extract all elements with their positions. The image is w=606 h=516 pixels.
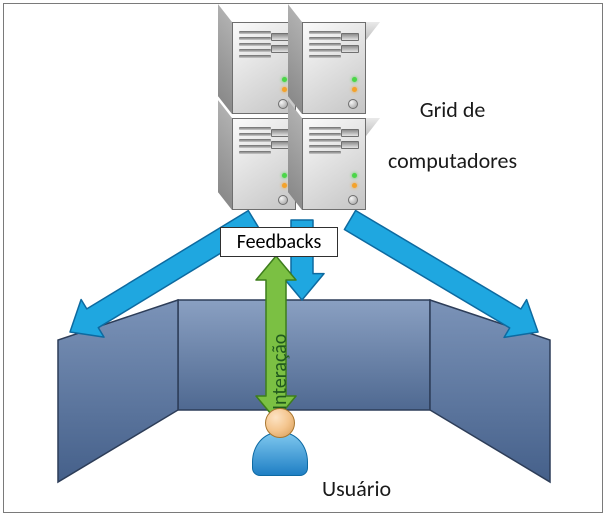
grid-title: Grid de computadores <box>378 72 517 173</box>
interaction-label: Interação <box>268 334 292 410</box>
user-label: Usuário <box>312 448 391 502</box>
feedbacks-label: Feedbacks <box>237 230 322 254</box>
interaction-label-text: Interação <box>268 334 292 410</box>
server-tower-icon <box>302 118 366 210</box>
avatar-head-icon <box>265 408 295 438</box>
user-label-text: Usuário <box>322 475 391 502</box>
grid-title-line1: Grid de <box>420 96 486 123</box>
grid-title-line2: computadores <box>388 147 517 174</box>
server-tower-icon <box>302 22 366 114</box>
server-tower-icon <box>232 118 296 210</box>
server-tower-icon <box>232 22 296 114</box>
feedbacks-label-box: Feedbacks <box>220 227 338 257</box>
diagram-root: { "type": "infographic", "canvas": {"wid… <box>0 0 606 516</box>
